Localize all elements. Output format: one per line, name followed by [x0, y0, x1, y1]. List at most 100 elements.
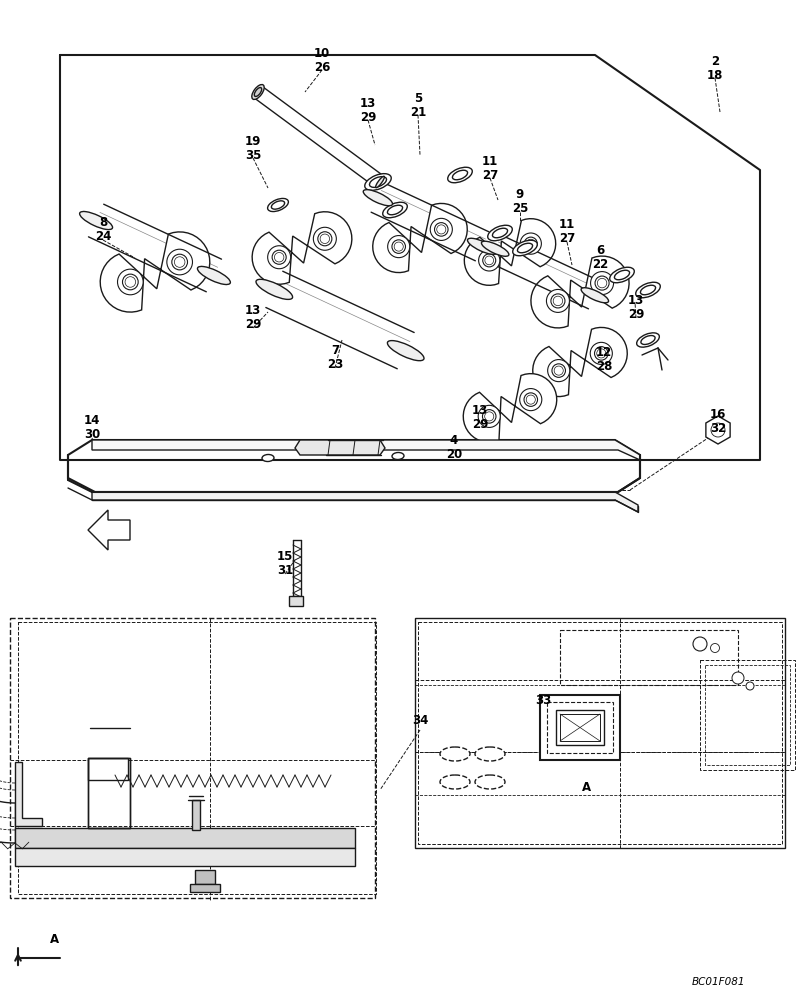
- Text: 15
31: 15 31: [277, 550, 293, 578]
- Ellipse shape: [590, 342, 611, 364]
- Ellipse shape: [118, 269, 143, 295]
- Ellipse shape: [172, 254, 187, 270]
- Polygon shape: [251, 212, 351, 284]
- Ellipse shape: [478, 250, 500, 271]
- Text: 8
24: 8 24: [95, 217, 111, 243]
- Text: 5
21: 5 21: [410, 92, 426, 119]
- Ellipse shape: [635, 282, 659, 298]
- Text: 16
32: 16 32: [709, 408, 725, 436]
- Ellipse shape: [594, 276, 608, 290]
- Polygon shape: [15, 762, 42, 826]
- Text: 34: 34: [411, 714, 427, 726]
- Text: 11
27: 11 27: [558, 219, 574, 245]
- Ellipse shape: [369, 177, 386, 187]
- Bar: [414, 618, 784, 848]
- Bar: [15, 828, 354, 848]
- Polygon shape: [68, 440, 639, 492]
- Bar: [191, 800, 200, 830]
- Ellipse shape: [482, 410, 496, 423]
- Ellipse shape: [692, 637, 706, 651]
- Bar: [704, 665, 789, 765]
- Ellipse shape: [197, 266, 230, 285]
- Ellipse shape: [392, 452, 404, 460]
- Bar: [699, 660, 794, 770]
- Ellipse shape: [481, 241, 508, 256]
- Ellipse shape: [452, 170, 467, 180]
- Ellipse shape: [440, 775, 470, 789]
- Ellipse shape: [122, 274, 138, 290]
- Polygon shape: [532, 327, 627, 397]
- Polygon shape: [100, 232, 209, 312]
- Polygon shape: [462, 374, 556, 442]
- Bar: [560, 630, 737, 685]
- Ellipse shape: [375, 176, 384, 188]
- Ellipse shape: [609, 267, 633, 283]
- Ellipse shape: [382, 202, 407, 218]
- Ellipse shape: [551, 364, 564, 377]
- Ellipse shape: [483, 254, 495, 267]
- Text: 10
26: 10 26: [313, 47, 330, 74]
- Ellipse shape: [519, 389, 541, 411]
- Ellipse shape: [251, 85, 264, 99]
- Bar: [88, 758, 130, 828]
- Text: 13
29: 13 29: [359, 97, 375, 124]
- Polygon shape: [92, 492, 637, 512]
- Bar: [88, 758, 128, 780]
- Ellipse shape: [636, 333, 659, 347]
- Bar: [539, 695, 620, 760]
- Text: 13
29: 13 29: [244, 304, 261, 332]
- Ellipse shape: [268, 198, 288, 212]
- Bar: [15, 848, 354, 866]
- Ellipse shape: [387, 341, 423, 361]
- Ellipse shape: [268, 246, 290, 269]
- Ellipse shape: [581, 288, 607, 303]
- Ellipse shape: [392, 240, 405, 253]
- Text: 9
25: 9 25: [511, 188, 527, 216]
- Ellipse shape: [254, 88, 261, 96]
- Ellipse shape: [166, 249, 192, 275]
- Text: 33: 33: [534, 694, 551, 706]
- Text: 13
29: 13 29: [627, 294, 643, 322]
- Ellipse shape: [710, 644, 719, 652]
- Ellipse shape: [478, 405, 500, 427]
- Ellipse shape: [364, 174, 391, 190]
- Polygon shape: [464, 219, 555, 285]
- Ellipse shape: [546, 289, 569, 312]
- Ellipse shape: [434, 223, 448, 236]
- Text: 12
28: 12 28: [595, 347, 611, 373]
- Ellipse shape: [594, 347, 607, 360]
- Ellipse shape: [745, 682, 753, 690]
- Polygon shape: [530, 256, 629, 328]
- Text: A: A: [50, 933, 59, 946]
- Ellipse shape: [313, 227, 336, 250]
- Bar: [547, 702, 612, 753]
- Ellipse shape: [731, 672, 743, 684]
- Text: 4
20: 4 20: [445, 434, 461, 462]
- Text: 7
23: 7 23: [327, 344, 343, 371]
- Ellipse shape: [614, 270, 629, 280]
- Bar: [10, 618, 375, 898]
- Text: BC01F081: BC01F081: [690, 977, 744, 987]
- Polygon shape: [705, 416, 729, 444]
- Ellipse shape: [474, 775, 504, 789]
- Bar: [190, 884, 220, 892]
- Bar: [414, 680, 784, 752]
- Text: 14
30: 14 30: [84, 414, 100, 442]
- Ellipse shape: [547, 360, 569, 382]
- Bar: [560, 714, 599, 741]
- Ellipse shape: [440, 747, 470, 761]
- Ellipse shape: [387, 205, 402, 215]
- Ellipse shape: [271, 201, 285, 209]
- Polygon shape: [92, 440, 639, 460]
- Ellipse shape: [487, 225, 512, 241]
- Text: 2
18: 2 18: [706, 55, 723, 82]
- Bar: [195, 870, 215, 884]
- Bar: [289, 596, 303, 606]
- Ellipse shape: [262, 454, 273, 462]
- Text: A: A: [581, 781, 591, 794]
- Ellipse shape: [512, 240, 537, 256]
- Ellipse shape: [387, 236, 410, 258]
- Text: 19
35: 19 35: [244, 135, 261, 162]
- Ellipse shape: [520, 233, 541, 254]
- Polygon shape: [372, 203, 466, 273]
